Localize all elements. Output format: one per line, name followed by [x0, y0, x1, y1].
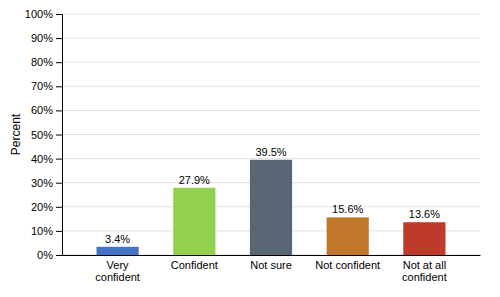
y-tick-label: 70% — [31, 80, 53, 92]
x-tick-label: Not confident — [315, 259, 380, 271]
y-tick: 60% — [31, 104, 62, 116]
x-tick-label: Veryconfident — [95, 259, 140, 284]
y-tick-label: 100% — [25, 8, 53, 20]
y-tick: 50% — [31, 129, 62, 141]
x-tick-label-line: confident — [402, 271, 447, 283]
y-tick-label: 10% — [31, 225, 53, 237]
data-label: 15.6% — [332, 203, 363, 215]
bar — [403, 222, 445, 255]
y-tick: 0% — [37, 249, 62, 261]
data-labels: 3.4% 27.9% 39.5% 15.6% 13.6% — [105, 146, 440, 245]
y-tick-mark — [56, 231, 62, 232]
y-tick-label: 40% — [31, 153, 53, 165]
plot: 0%10%20%30%40%50%60%70%80%90%100%Verycon… — [25, 8, 481, 283]
bar — [173, 188, 215, 255]
x-axis-line — [63, 255, 481, 256]
grid-line — [62, 38, 480, 39]
data-label: 13.6% — [409, 208, 440, 220]
y-axis: 0% 10% 20% 30% 40% 50% 60% 70% 80% 90% 100% — [25, 8, 63, 261]
y-tick: 30% — [31, 177, 62, 189]
bar — [327, 217, 369, 255]
data-label: 27.9% — [179, 174, 210, 186]
data-label: 39.5% — [255, 146, 286, 158]
x-tick-label-line: Confident — [171, 259, 218, 271]
x-tick-label: Not sure — [250, 259, 292, 271]
y-tick-mark — [56, 110, 62, 111]
data-label: 3.4% — [105, 233, 130, 245]
y-tick-label: 60% — [31, 104, 53, 116]
y-tick-mark — [56, 183, 62, 184]
y-tick-mark — [56, 38, 62, 39]
y-tick-mark — [56, 255, 62, 256]
y-tick: 10% — [31, 225, 62, 237]
y-tick-mark — [56, 86, 62, 87]
x-tick: Not at allconfident — [402, 259, 447, 284]
y-axis-line — [56, 15, 63, 256]
y-tick-mark — [56, 135, 62, 136]
grid-line — [62, 110, 480, 111]
chart: 0%10%20%30%40%50%60%70%80%90%100%Verycon… — [0, 0, 500, 297]
y-tick-label: 0% — [37, 249, 53, 261]
y-tick: 80% — [31, 56, 62, 68]
x-tick-label-line: Not at all — [403, 259, 446, 271]
grid-line — [62, 158, 480, 159]
y-tick: 90% — [31, 32, 62, 44]
bar — [97, 247, 139, 255]
grid-line — [62, 62, 480, 63]
y-tick-label: 30% — [31, 177, 53, 189]
x-tick: Not confident — [315, 259, 380, 271]
x-tick-label: Not at allconfident — [402, 259, 447, 284]
y-tick: 70% — [31, 80, 62, 92]
y-tick-label: 50% — [31, 129, 53, 141]
x-tick-label: Confident — [171, 259, 218, 271]
x-tick-label-line: confident — [95, 271, 140, 283]
x-tick-label-line: Not sure — [250, 259, 292, 271]
grid — [62, 14, 480, 255]
y-tick-label: 80% — [31, 56, 53, 68]
y-tick-mark — [56, 207, 62, 208]
x-tick: Confident — [171, 259, 218, 271]
x-tick: Veryconfident — [95, 259, 140, 284]
x-tick-label-line: Very — [107, 259, 130, 271]
x-axis: VeryconfidentConfidentNot sureNot confid… — [63, 256, 481, 284]
grid-line — [62, 86, 480, 87]
y-tick-label: 90% — [31, 32, 53, 44]
grid-line — [62, 14, 480, 15]
y-axis-title: Percent — [9, 113, 23, 155]
y-tick-mark — [56, 159, 62, 160]
grid-line — [62, 134, 480, 135]
bar — [250, 160, 292, 255]
y-tick-mark — [56, 62, 62, 63]
y-tick-label: 20% — [31, 201, 53, 213]
y-tick: 100% — [25, 8, 62, 20]
y-tick: 20% — [31, 201, 62, 213]
y-tick: 40% — [31, 153, 62, 165]
x-tick-label-line: Not confident — [315, 259, 380, 271]
bars — [97, 160, 446, 255]
y-tick-mark — [56, 14, 62, 15]
x-tick: Not sure — [250, 259, 292, 271]
